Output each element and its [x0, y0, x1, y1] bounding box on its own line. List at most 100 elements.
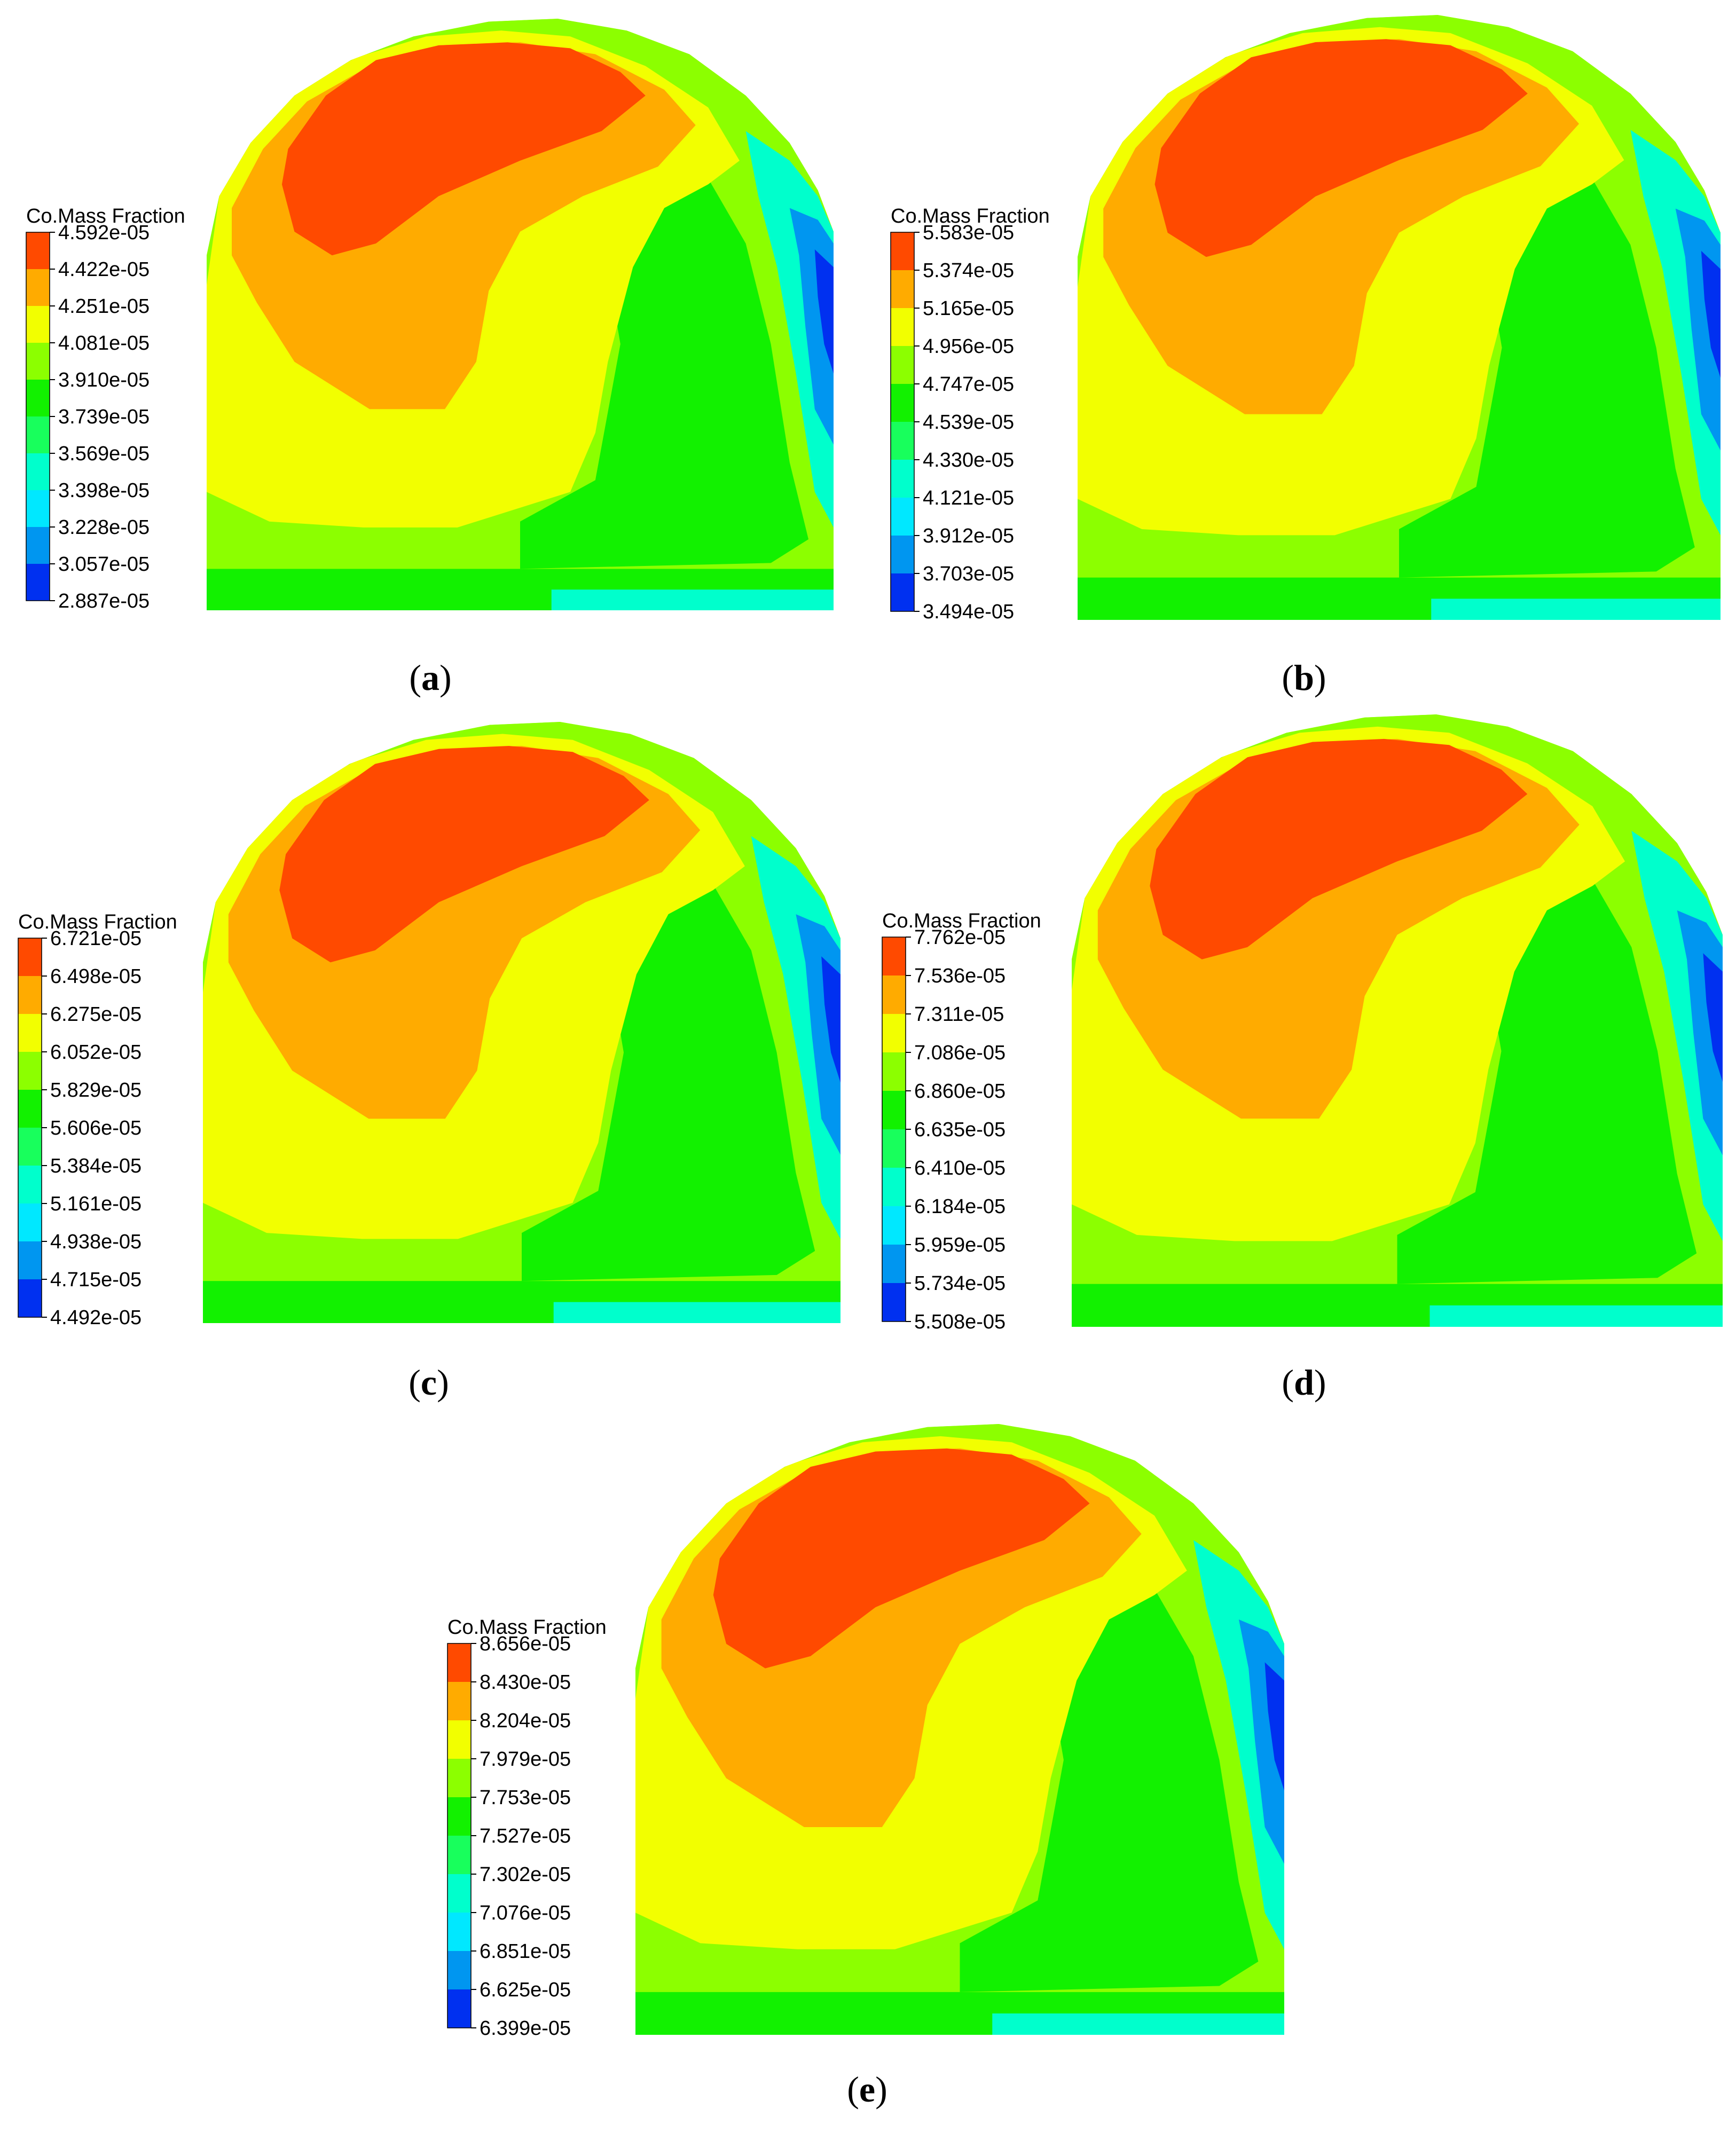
legend-swatch: [882, 1283, 906, 1321]
contour-bottom-corner: [553, 1302, 840, 1323]
legend-title: Co.Mass Fraction: [891, 205, 1050, 227]
legend-swatch: [26, 269, 50, 306]
legend-tick-label: 3.912e-05: [923, 525, 1014, 547]
legend-swatch: [18, 1090, 42, 1128]
legend-swatch: [447, 1682, 471, 1720]
contour-band-red: [1154, 39, 1528, 257]
legend-tick-label: 4.539e-05: [923, 411, 1014, 434]
legend-swatch: [18, 976, 42, 1014]
contour-band-blue: [814, 249, 834, 374]
legend-tick-label: 5.829e-05: [50, 1079, 142, 1102]
legend-tick-label: 6.275e-05: [50, 1003, 142, 1026]
legend-tick-label: 7.086e-05: [914, 1042, 1006, 1064]
legend-swatch: [26, 453, 50, 490]
legend-tick-label: 4.938e-05: [50, 1231, 142, 1253]
legend-tick-label: 6.399e-05: [480, 2017, 571, 2040]
legend-swatch: [18, 1241, 42, 1279]
legend-tick-label: 6.851e-05: [480, 1940, 571, 1963]
legend-swatch: [882, 1052, 906, 1091]
contour-band-red: [281, 42, 646, 256]
panel-caption: (d): [1282, 1362, 1326, 1403]
legend-tick-label: 3.703e-05: [923, 563, 1014, 585]
contour-band-blue: [1701, 250, 1721, 378]
legend-swatch: [447, 1720, 471, 1759]
contour-band-red: [279, 746, 649, 963]
legend-tick-label: 6.052e-05: [50, 1041, 142, 1064]
contour-fill-c: [203, 722, 840, 1323]
legend-title: Co.Mass Fraction: [447, 1616, 607, 1639]
legend-tick-label: 5.374e-05: [923, 259, 1014, 282]
legend-swatch: [882, 1206, 906, 1245]
legend-swatch: [882, 1168, 906, 1206]
contour-band-green: [1399, 148, 1695, 578]
legend-tick-label: 7.536e-05: [914, 965, 1006, 987]
legend-tick-label: 7.527e-05: [480, 1825, 571, 1847]
legend-swatch: [447, 1836, 471, 1874]
legend-tick-label: 7.979e-05: [480, 1748, 571, 1771]
legend-tick-label: 8.430e-05: [480, 1671, 571, 1694]
legend-swatch: [891, 308, 914, 346]
legend-tick-label: 6.498e-05: [50, 965, 142, 988]
panel-caption: (c): [409, 1362, 449, 1403]
contour-bottom-corner: [551, 589, 834, 610]
legend-tick-label: 6.184e-05: [914, 1195, 1006, 1218]
legend-tick-label: 4.715e-05: [50, 1269, 142, 1291]
legend-swatch: [18, 1279, 42, 1317]
legend-swatch: [18, 1203, 42, 1241]
legend-tick-label: 4.081e-05: [58, 332, 150, 355]
legend-tick-label: 3.494e-05: [923, 601, 1014, 623]
legend-tick-label: 5.165e-05: [923, 297, 1014, 320]
legend-tick-label: 2.887e-05: [58, 590, 150, 612]
legend-swatch: [447, 1759, 471, 1797]
legend-swatch: [891, 346, 914, 384]
legend-tick-label: 5.161e-05: [50, 1193, 142, 1215]
contour-band-blue: [1703, 953, 1723, 1082]
legend-swatch: [891, 422, 914, 460]
legend-swatch: [26, 527, 50, 564]
legend-swatch: [882, 1014, 906, 1052]
legend-swatch: [18, 1052, 42, 1090]
legend-tick-label: 3.910e-05: [58, 369, 150, 391]
legend-tick-label: 4.330e-05: [923, 449, 1014, 471]
legend-swatch: [447, 1951, 471, 1989]
legend-swatch: [891, 384, 914, 422]
contour-fill-e: [635, 1424, 1284, 2035]
legend-title: Co.Mass Fraction: [18, 911, 177, 933]
legend-tick-label: 3.228e-05: [58, 516, 150, 539]
legend-tick-label: 3.569e-05: [58, 443, 150, 465]
legend-tick-label: 8.204e-05: [480, 1710, 571, 1732]
legend-tick-label: 4.422e-05: [58, 258, 150, 281]
legend-swatch: [447, 1874, 471, 1913]
panel-caption: (a): [409, 657, 451, 698]
legend-swatch: [891, 232, 914, 270]
contour-fill-d: [1072, 714, 1723, 1327]
legend-tick-label: 6.860e-05: [914, 1080, 1006, 1103]
legend-swatch: [882, 937, 906, 975]
legend-swatch: [891, 536, 914, 573]
legend-swatch: [882, 1129, 906, 1168]
contour-band-blue: [821, 956, 840, 1083]
legend-swatch: [891, 460, 914, 498]
contour-bottom-corner: [992, 2013, 1284, 2035]
panel-caption: (b): [1282, 657, 1326, 698]
legend-swatch: [882, 975, 906, 1014]
legend-tick-label: 5.959e-05: [914, 1234, 1006, 1256]
legend-swatch: [18, 1014, 42, 1052]
legend-tick-label: 3.739e-05: [58, 406, 150, 428]
contour-fill-a: [207, 19, 834, 610]
legend-swatch: [26, 380, 50, 416]
legend-tick-label: 3.398e-05: [58, 479, 150, 502]
legend-tick-label: 6.635e-05: [914, 1119, 1006, 1141]
legend-swatch: [18, 938, 42, 976]
legend-swatch: [882, 1245, 906, 1283]
